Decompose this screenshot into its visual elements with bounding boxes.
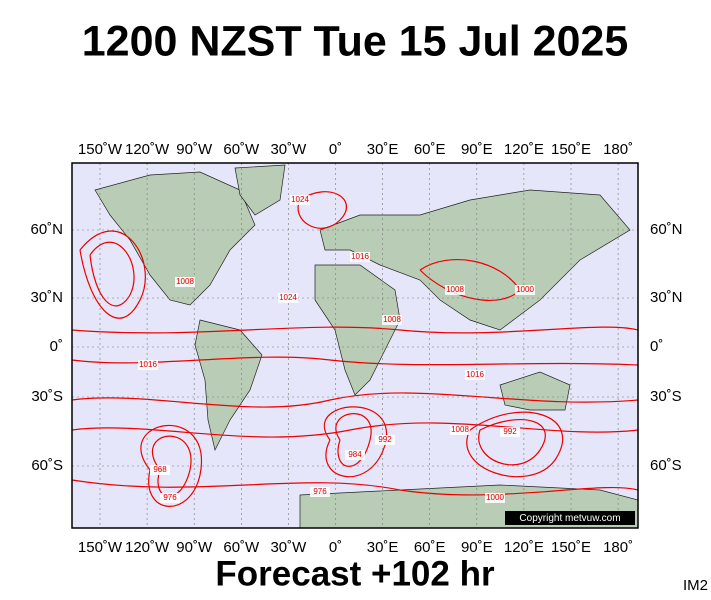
land — [94, 164, 639, 529]
longitude-label-bottom: 180˚ — [603, 539, 633, 556]
contour-label-box — [485, 493, 505, 503]
longitude-label-bottom: 150˚W — [78, 539, 123, 556]
longitude-label-bottom: 30˚W — [270, 539, 307, 556]
latitude-label-right: 30˚S — [650, 388, 682, 405]
contour-label: 1000 — [516, 285, 534, 294]
longitude-label-top: 120˚W — [125, 141, 170, 158]
forecast: Forecast +102 hr — [215, 554, 495, 593]
contour-label-box — [515, 285, 535, 295]
latitude-label-right: 0˚ — [650, 338, 663, 355]
longitude-label-top: 90˚E — [461, 141, 493, 158]
longitude-label-top: 120˚E — [504, 141, 544, 158]
longitude-label-top: 30˚E — [367, 141, 399, 158]
contour-label: 1016 — [351, 252, 369, 261]
contour-label: 1024 — [279, 293, 297, 302]
latitude-label-left: 0˚ — [50, 338, 63, 355]
longitude-label-bottom: 0˚ — [329, 539, 342, 556]
longitude-label-top: 180˚ — [603, 141, 633, 158]
contour-label-box — [310, 487, 330, 497]
contour-label: 992 — [503, 427, 517, 436]
longitude-label-top: 150˚W — [78, 141, 123, 158]
contour-label-box — [500, 427, 520, 437]
contour-label-box — [290, 195, 310, 205]
contour-label: 992 — [378, 435, 392, 444]
graticule — [72, 163, 638, 528]
longitude-label-top: 60˚W — [223, 141, 260, 158]
image-id: IM2 — [683, 577, 708, 594]
longitude-label-top: 60˚E — [414, 141, 446, 158]
contour-label: 1008 — [446, 285, 464, 294]
latitude-label-left: 60˚N — [30, 221, 63, 238]
contour-label-box — [375, 435, 395, 445]
longitude-label-top: 90˚W — [176, 141, 213, 158]
contour-label-box — [160, 493, 180, 503]
longitude-label-top: 30˚W — [270, 141, 307, 158]
map: 1016 1008 1024 1016 1008 1008 1016 1024 992 1000 9… — [71, 162, 639, 529]
longitude-label-bottom: 60˚W — [223, 539, 260, 556]
latitude-label-left: 60˚S — [31, 457, 63, 474]
copyright-box — [505, 511, 635, 525]
contour-label: 1008 — [176, 277, 194, 286]
map-frame — [71, 162, 639, 529]
contour-label: 976 — [163, 493, 177, 502]
latitude-label-right: 30˚N — [650, 289, 683, 306]
longitude-label-top: 150˚E — [551, 141, 591, 158]
longitude-label-bottom: 120˚E — [504, 539, 544, 556]
longitude-label-top: 0˚ — [329, 141, 342, 158]
contour-label-box — [345, 450, 365, 460]
contour-label-box — [350, 252, 370, 262]
contour-label: 1024 — [291, 195, 309, 204]
contour-label: 968 — [153, 465, 167, 474]
contour-label-box — [445, 285, 465, 295]
contour-label: 976 — [313, 487, 327, 496]
contour-label: 1000 — [486, 493, 504, 502]
longitude-label-bottom: 90˚E — [461, 539, 493, 556]
longitude-label-bottom: 30˚E — [367, 539, 399, 556]
longitude-label-bottom: 150˚E — [551, 539, 591, 556]
contour-label: 1008 — [383, 315, 401, 324]
contour-label-box — [465, 370, 485, 380]
contour-label-box — [450, 425, 470, 435]
contour-label-box — [150, 465, 170, 475]
latitude-label-right: 60˚S — [650, 457, 682, 474]
contour-label: 1008 — [451, 425, 469, 434]
longitude-label-bottom: 60˚E — [414, 539, 446, 556]
contour-label-box — [175, 277, 195, 287]
latitude-label-left: 30˚S — [31, 388, 63, 405]
latitude-label-right: 60˚N — [650, 221, 683, 238]
contour-label: 1016 — [466, 370, 484, 379]
contour-label-box — [382, 315, 402, 325]
longitude-label-bottom: 120˚W — [125, 539, 170, 556]
contour-labels: 1016 1008 1024 1016 1008 1008 1016 1024 992 1000 9… — [138, 195, 535, 503]
latitude-label-left: 30˚N — [30, 289, 63, 306]
longitude-label-bottom: 90˚W — [176, 539, 213, 556]
copyright: Copyright metvuw.com — [519, 513, 620, 524]
contour-label-box — [278, 293, 298, 303]
contour-label: 984 — [348, 450, 362, 459]
contour-label-box — [138, 360, 158, 370]
title: 1200 NZST Tue 15 Jul 2025 — [82, 17, 629, 65]
contour-label: 1016 — [139, 360, 157, 369]
